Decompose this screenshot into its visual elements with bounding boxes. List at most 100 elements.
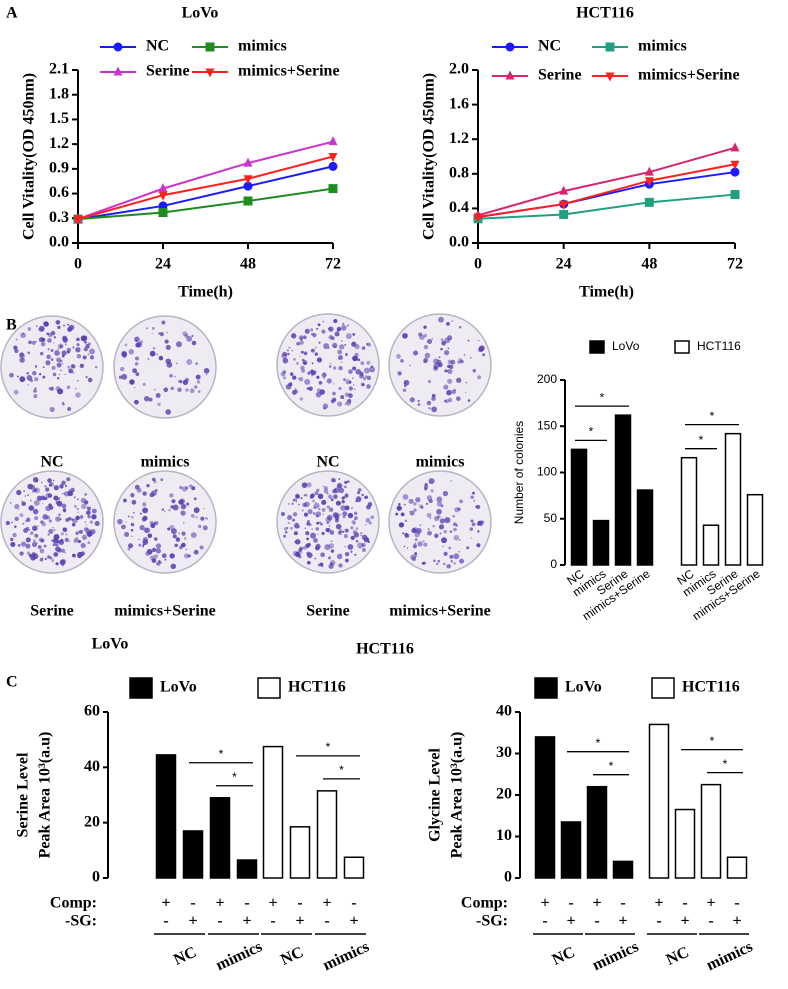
colony <box>320 563 323 566</box>
colony <box>366 504 371 510</box>
colony <box>321 329 326 334</box>
colony <box>295 494 299 498</box>
y-tick-label: 50 <box>544 511 558 525</box>
sg-sign: - <box>656 913 661 930</box>
colony <box>444 337 451 344</box>
colony <box>314 491 319 496</box>
colony <box>328 335 333 340</box>
colony <box>56 500 63 507</box>
colony <box>155 548 162 554</box>
colony <box>75 531 79 536</box>
y-tick-label: 10 <box>496 827 512 844</box>
colony <box>56 377 60 380</box>
legend-label: LoVo <box>612 339 640 353</box>
colony <box>34 387 37 390</box>
colony <box>336 326 342 332</box>
colony <box>415 527 422 534</box>
plate-label: NC <box>40 454 63 471</box>
bar <box>570 448 588 566</box>
colony <box>400 359 404 363</box>
series-line <box>477 163 736 219</box>
colony <box>80 497 87 504</box>
colony <box>341 322 345 326</box>
colony <box>335 500 341 506</box>
colony <box>318 341 321 344</box>
colony <box>323 406 326 410</box>
x-tick-label: 0 <box>474 256 482 273</box>
colony <box>307 371 311 375</box>
colony <box>355 500 358 503</box>
colony <box>308 386 313 391</box>
significance-mark: * <box>589 425 594 439</box>
colony <box>310 374 313 377</box>
colony <box>40 538 45 543</box>
colony <box>87 377 93 383</box>
colony <box>48 528 54 534</box>
colony <box>320 522 323 526</box>
colony <box>306 537 309 541</box>
colony <box>350 535 355 541</box>
colony <box>423 333 427 338</box>
colony <box>444 350 450 356</box>
colony <box>339 529 343 533</box>
colony <box>172 534 177 539</box>
colony <box>82 537 86 540</box>
colony <box>87 353 90 356</box>
row-label: Comp: <box>461 895 508 912</box>
colony <box>444 369 448 373</box>
colony <box>351 520 356 525</box>
colony <box>328 507 334 512</box>
colony <box>409 510 415 516</box>
colony <box>151 478 155 481</box>
colony <box>28 505 35 511</box>
colony <box>476 504 481 510</box>
colony <box>30 379 34 383</box>
colony <box>414 538 418 541</box>
colony <box>142 507 149 514</box>
colony <box>326 514 333 521</box>
colony <box>332 397 337 402</box>
colony <box>291 349 294 352</box>
colony <box>333 494 338 499</box>
colony <box>165 344 171 351</box>
group-label: mimics <box>320 938 371 974</box>
colony <box>335 515 338 519</box>
colony <box>359 546 362 549</box>
legend-label: HCT116 <box>288 679 346 696</box>
colony <box>169 553 175 559</box>
colony <box>56 357 62 363</box>
significance-mark: * <box>710 734 715 748</box>
colony <box>92 515 95 518</box>
colony <box>127 515 130 518</box>
colony <box>450 359 456 365</box>
colony <box>75 515 80 520</box>
colony <box>282 357 289 364</box>
colony <box>62 508 67 512</box>
colony <box>426 502 429 505</box>
colony <box>347 544 354 550</box>
colony <box>163 510 166 513</box>
colony <box>63 482 65 485</box>
colony <box>54 350 60 356</box>
colony <box>295 500 297 503</box>
colony <box>52 558 54 561</box>
colony <box>58 513 61 516</box>
colony <box>13 345 18 350</box>
colony <box>50 358 54 361</box>
colony <box>190 532 197 538</box>
colony <box>442 562 446 566</box>
bar <box>289 826 311 879</box>
colony <box>359 371 364 376</box>
colony <box>353 384 355 386</box>
colony <box>290 372 294 376</box>
colony <box>398 502 401 506</box>
colony <box>72 371 75 374</box>
colony <box>27 483 33 490</box>
bar <box>724 432 742 566</box>
colony <box>70 363 75 369</box>
colony <box>72 346 75 349</box>
colony <box>78 531 80 533</box>
colony <box>37 545 42 550</box>
colony <box>296 341 301 346</box>
colony <box>156 353 159 356</box>
